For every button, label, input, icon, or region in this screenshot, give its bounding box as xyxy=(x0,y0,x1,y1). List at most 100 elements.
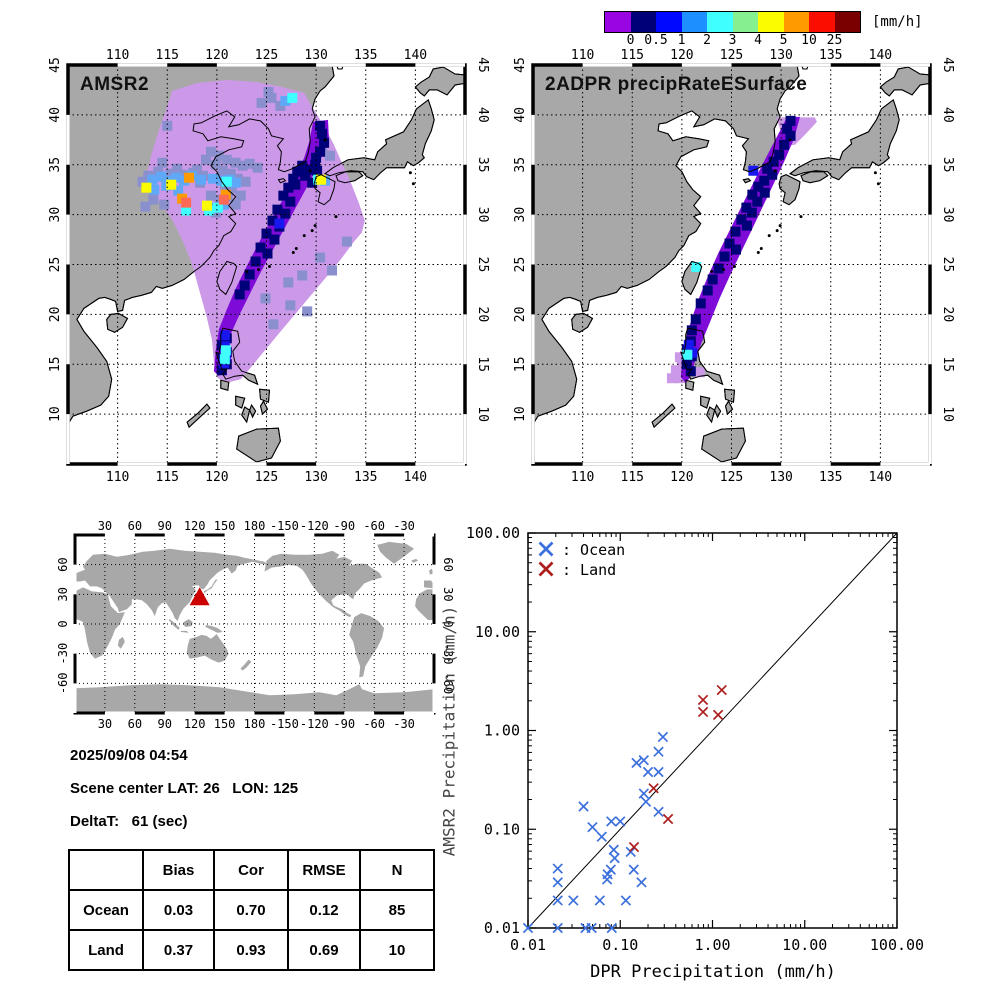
precip-cell xyxy=(747,189,758,200)
lat-tick-label: 20 xyxy=(475,307,490,323)
precip-cell xyxy=(221,154,232,165)
world-landmass xyxy=(203,579,218,594)
island-dot xyxy=(245,269,249,273)
amsr2-map-layers xyxy=(68,65,465,464)
world-landmass xyxy=(168,619,180,630)
lat-tick-label: 30 xyxy=(475,207,490,223)
precip-cell xyxy=(310,159,321,170)
world-lat-label: 30 xyxy=(441,587,455,601)
world-lon-label: -30 xyxy=(393,717,415,731)
world-landmass xyxy=(180,630,189,633)
lon-tick-label: 115 xyxy=(621,470,644,485)
colorbar-tick-label: 5 xyxy=(779,33,788,48)
lon-tick-label: 115 xyxy=(156,48,179,63)
world-lon-label: -90 xyxy=(333,717,355,731)
coastline xyxy=(249,404,257,419)
coastline xyxy=(68,65,335,426)
colorbar-tick-label: 25 xyxy=(826,33,843,48)
coastline xyxy=(789,99,900,181)
lat-tick-label: 35 xyxy=(940,157,955,173)
lon-tick-label: 120 xyxy=(205,48,228,63)
precip-cell xyxy=(307,177,318,188)
x-tick-label: 0.01 xyxy=(510,936,546,954)
scatter-x-axis-title: DPR Precipitation (mm/h) xyxy=(590,962,836,982)
island-dot xyxy=(334,215,338,219)
island-dot xyxy=(756,251,760,255)
lon-tick-label: 140 xyxy=(869,48,892,63)
colorbar-swatch-8 xyxy=(809,12,835,32)
y-tick-label: 10.00 xyxy=(475,623,520,641)
lat-tick-label: 20 xyxy=(940,307,955,323)
precip-cell xyxy=(137,176,148,187)
lat-tick-label: 25 xyxy=(48,257,63,273)
precip-cell xyxy=(261,228,272,239)
precip-cell xyxy=(274,218,285,229)
identity-line xyxy=(527,532,898,929)
lon-tick-label: 110 xyxy=(106,48,129,63)
colorbar xyxy=(604,11,861,33)
world-lon-label: 90 xyxy=(158,519,172,533)
world-lat-label: -30 xyxy=(441,643,455,665)
precip-cell xyxy=(272,204,283,215)
precip-cell xyxy=(181,205,192,216)
data-point-land xyxy=(716,684,727,696)
coastline xyxy=(335,171,364,184)
legend-marker-ocean xyxy=(538,541,554,557)
lat-tick-label: 40 xyxy=(940,107,955,123)
precip-cell xyxy=(713,263,724,274)
stats-table: Bias Cor RMSE N Ocean 0.03 0.70 0.12 85 … xyxy=(68,849,435,971)
data-point-ocean xyxy=(594,895,605,906)
precip-cell xyxy=(666,373,677,384)
world-landmass xyxy=(349,613,385,678)
coastline xyxy=(701,427,746,463)
precip-cell xyxy=(230,157,241,168)
colorbar-swatch-4 xyxy=(707,12,733,32)
land-rmse: 0.69 xyxy=(287,929,361,971)
precip-cell xyxy=(287,92,298,103)
precip-cell xyxy=(785,130,796,141)
lon-tick-label: 110 xyxy=(571,470,594,485)
precip-cell xyxy=(759,175,770,186)
colorbar-swatch-2 xyxy=(656,12,682,32)
lon-tick-label: 130 xyxy=(769,48,792,63)
lat-tick-label: 20 xyxy=(513,307,528,323)
ocean-rmse: 0.12 xyxy=(287,889,361,931)
lat-tick-label: 25 xyxy=(513,257,528,273)
precip-cell xyxy=(260,293,271,304)
lat-tick-label: 30 xyxy=(48,207,63,223)
lat-tick-label: 10 xyxy=(48,406,63,422)
data-point-ocean xyxy=(606,922,618,934)
precip-cell xyxy=(219,330,230,341)
stats-header-n: N xyxy=(359,849,435,891)
x-tick-label: 100.00 xyxy=(870,936,924,954)
data-point-ocean xyxy=(653,746,664,757)
precip-cell xyxy=(244,269,255,280)
precip-cell xyxy=(207,173,218,184)
precip-cell xyxy=(686,325,697,336)
colorbar-swatch-5 xyxy=(732,12,758,32)
precip-cell xyxy=(239,280,250,291)
scene-location-marker xyxy=(189,587,210,606)
coastline xyxy=(414,66,465,97)
precip-cell xyxy=(779,139,790,150)
precip-cell xyxy=(165,168,176,179)
island-dot xyxy=(767,234,771,238)
lon-tick-label: 115 xyxy=(156,470,179,485)
precip-cell xyxy=(269,234,280,245)
data-point-ocean xyxy=(653,806,664,818)
precip-cell xyxy=(741,202,752,213)
island-dot xyxy=(759,247,763,251)
world-landmass xyxy=(264,550,383,618)
world-lon-label: 150 xyxy=(214,519,236,533)
precip-cell xyxy=(278,190,289,201)
y-tick-label: 0.01 xyxy=(484,919,520,937)
island-dot xyxy=(778,224,782,228)
world-map-layers xyxy=(75,535,434,713)
world-lon-label: 60 xyxy=(128,519,142,533)
data-point-ocean xyxy=(608,844,619,855)
precip-cell xyxy=(255,242,266,253)
precip-cell xyxy=(201,200,212,211)
lat-tick-label: 35 xyxy=(475,157,490,173)
data-point-land xyxy=(712,709,724,721)
